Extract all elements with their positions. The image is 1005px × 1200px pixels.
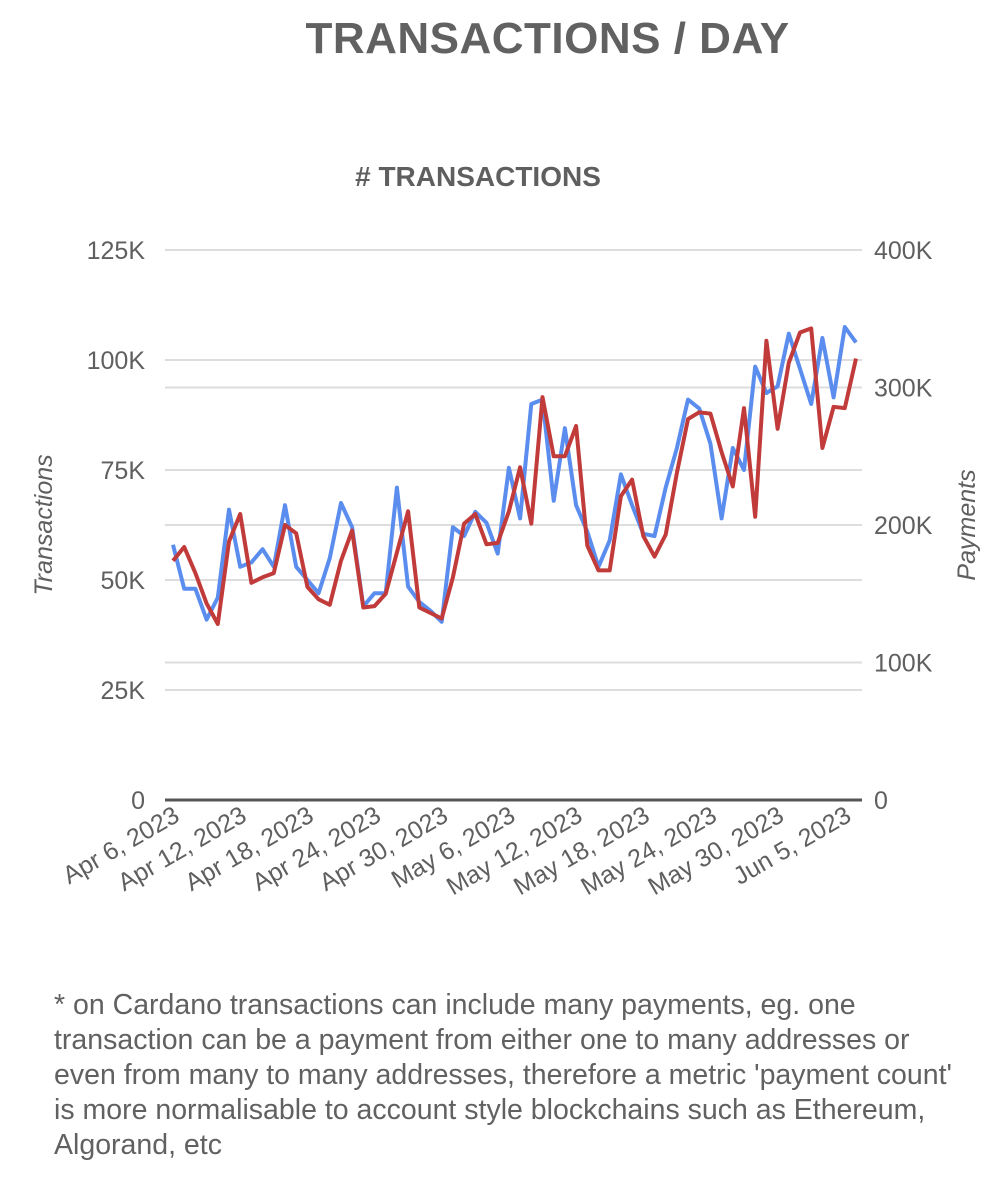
chart-title: # TRANSACTIONS: [355, 161, 601, 192]
left-y-axis-label: Transactions: [30, 454, 58, 595]
left-tick-label: 100K: [87, 347, 146, 375]
right-tick-label: 0: [874, 787, 888, 815]
left-tick-label: 75K: [101, 457, 146, 485]
left-tick-label: 125K: [87, 237, 146, 265]
payments-line: [171, 326, 858, 626]
left-tick-label: 0: [131, 787, 145, 815]
transactions-chart: # TRANSACTIONS 0 25K 50K 75K 100K 125K 0 100K 2…: [30, 161, 981, 901]
right-tick-label: 100K: [874, 650, 933, 678]
series-lines: [171, 325, 858, 626]
page-title: TRANSACTIONS / DAY: [305, 14, 790, 63]
footnote: * on Cardano transactions can include ma…: [54, 989, 952, 1161]
left-y-axis-ticks: 0 25K 50K 75K 100K 125K: [87, 237, 146, 815]
left-tick-label: 25K: [101, 677, 146, 705]
right-tick-label: 200K: [874, 512, 933, 540]
right-tick-label: 300K: [874, 375, 933, 403]
left-tick-label: 50K: [101, 567, 146, 595]
gridlines: [165, 249, 862, 691]
right-y-axis-ticks: 0 100K 200K 300K 400K: [874, 237, 933, 815]
transactions-line: [171, 325, 858, 624]
right-tick-label: 400K: [874, 237, 933, 265]
right-y-axis-label: Payments: [953, 469, 981, 580]
